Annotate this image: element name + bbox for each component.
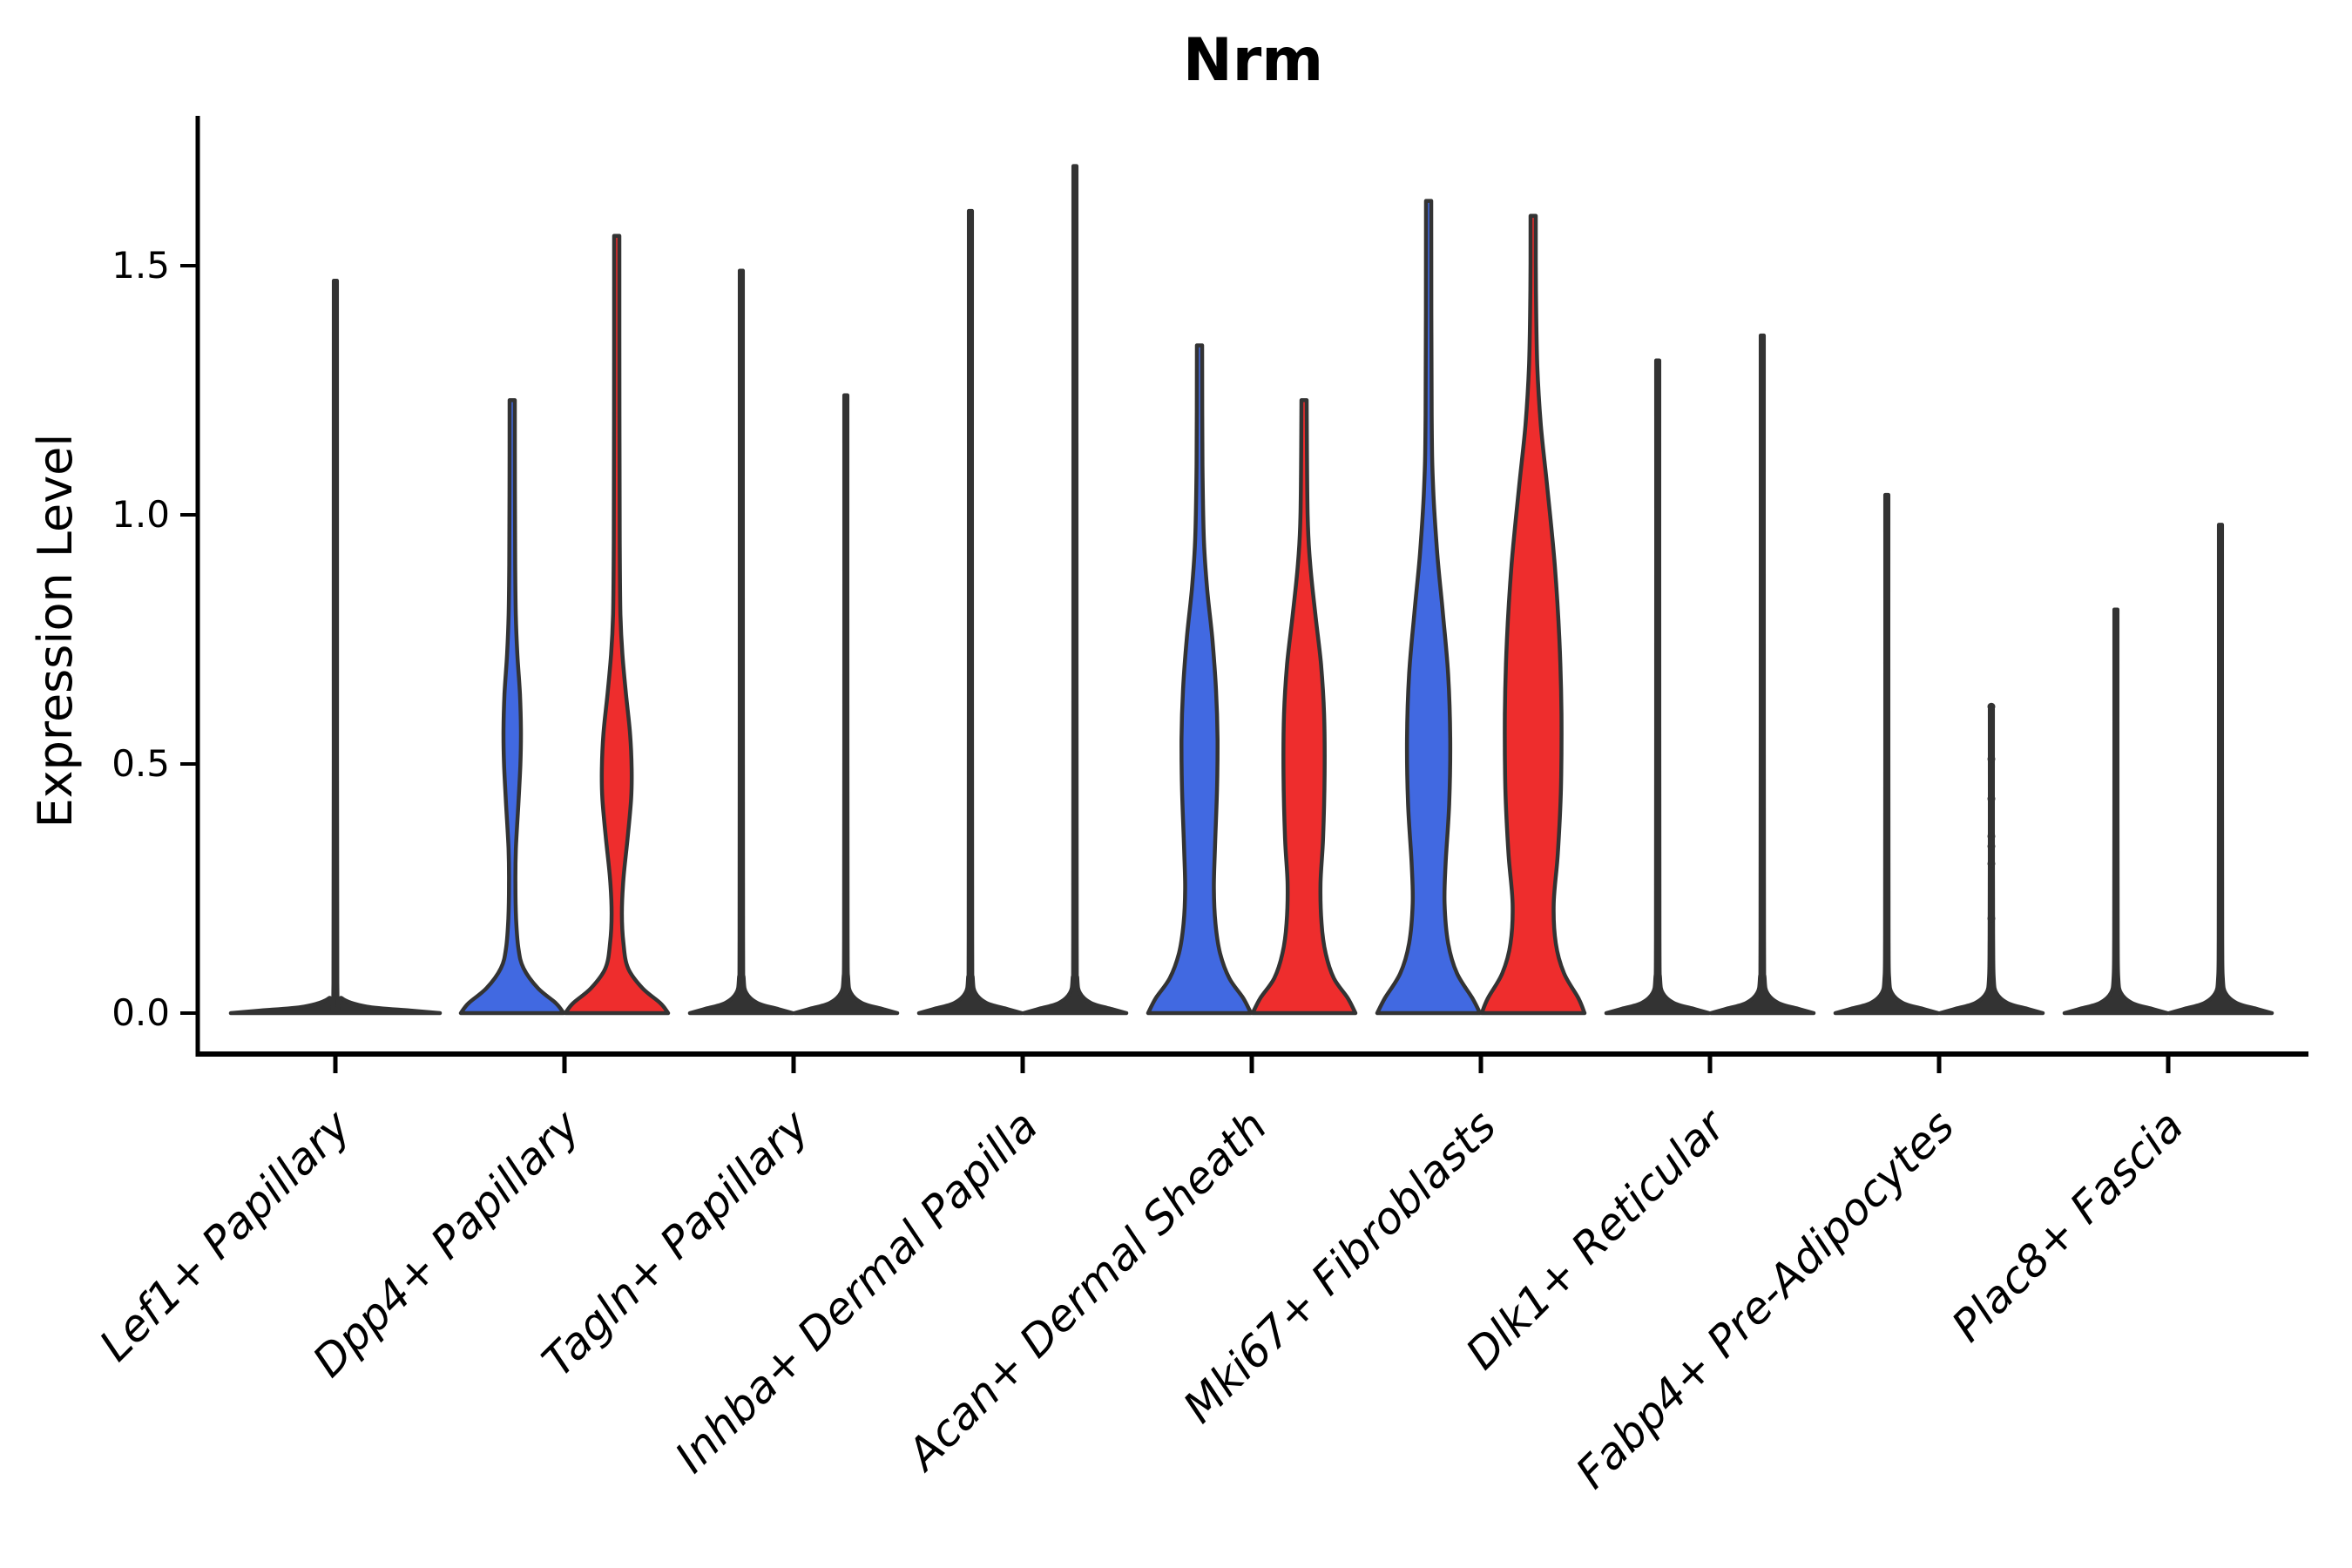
violin-plac8-fascia-blue <box>2062 607 2170 1016</box>
violin-mki67-fibroblasts-red <box>1479 213 1587 1016</box>
y-tick-label: 0.0 <box>112 991 170 1034</box>
violin-dlk1-reticular-blue <box>1604 358 1712 1016</box>
violin-mki67-fibroblasts-blue <box>1375 199 1483 1016</box>
violin-inhba-dermal-papilla-red <box>1021 164 1129 1016</box>
y-tick-label: 1.0 <box>112 493 170 536</box>
jitter-point <box>1987 859 1996 868</box>
jitter-point <box>1987 754 1996 763</box>
violin-tagln-papillary-red <box>792 393 900 1016</box>
violin-inhba-dermal-papilla-blue <box>916 208 1024 1016</box>
jitter-point <box>1987 702 1996 711</box>
y-tick-label: 1.5 <box>112 244 170 287</box>
violin-lef1-papillary-none <box>228 278 443 1016</box>
x-tick-label-4: Acan+ Dermal Sheath <box>896 1100 1277 1481</box>
violin-dlk1-reticular-red <box>1708 333 1816 1016</box>
x-tick-label-7: Fabp4+ Pre-Adipocytes <box>1566 1100 1964 1498</box>
violin-acan-dermal-sheath-blue <box>1146 343 1254 1016</box>
violin-dpp4-papillary-blue <box>458 398 566 1016</box>
x-tick-label-3: Inhba+ Dermal Papilla <box>666 1100 1047 1482</box>
violin-tagln-papillary-blue <box>687 268 795 1016</box>
jitter-point <box>1987 832 1996 841</box>
chart-title: Nrm <box>1182 26 1324 95</box>
jitter-point <box>1987 914 1996 923</box>
jitter-point <box>1987 841 1996 850</box>
x-tick-label-0: Lef1+ Papillary <box>90 1099 361 1370</box>
y-tick-label: 0.5 <box>112 742 170 785</box>
violin-dpp4-papillary-red <box>563 233 671 1016</box>
violin-plac8-fascia-red <box>2166 523 2274 1016</box>
jitter-point <box>1987 794 1996 803</box>
violin-fabp4-pre-adipocytes-blue <box>1833 492 1941 1016</box>
x-tick-label-8: Plac8+ Fascia <box>1943 1100 2193 1351</box>
violin-acan-dermal-sheath-red <box>1250 398 1358 1016</box>
y-axis-label: Expression Level <box>28 433 83 828</box>
